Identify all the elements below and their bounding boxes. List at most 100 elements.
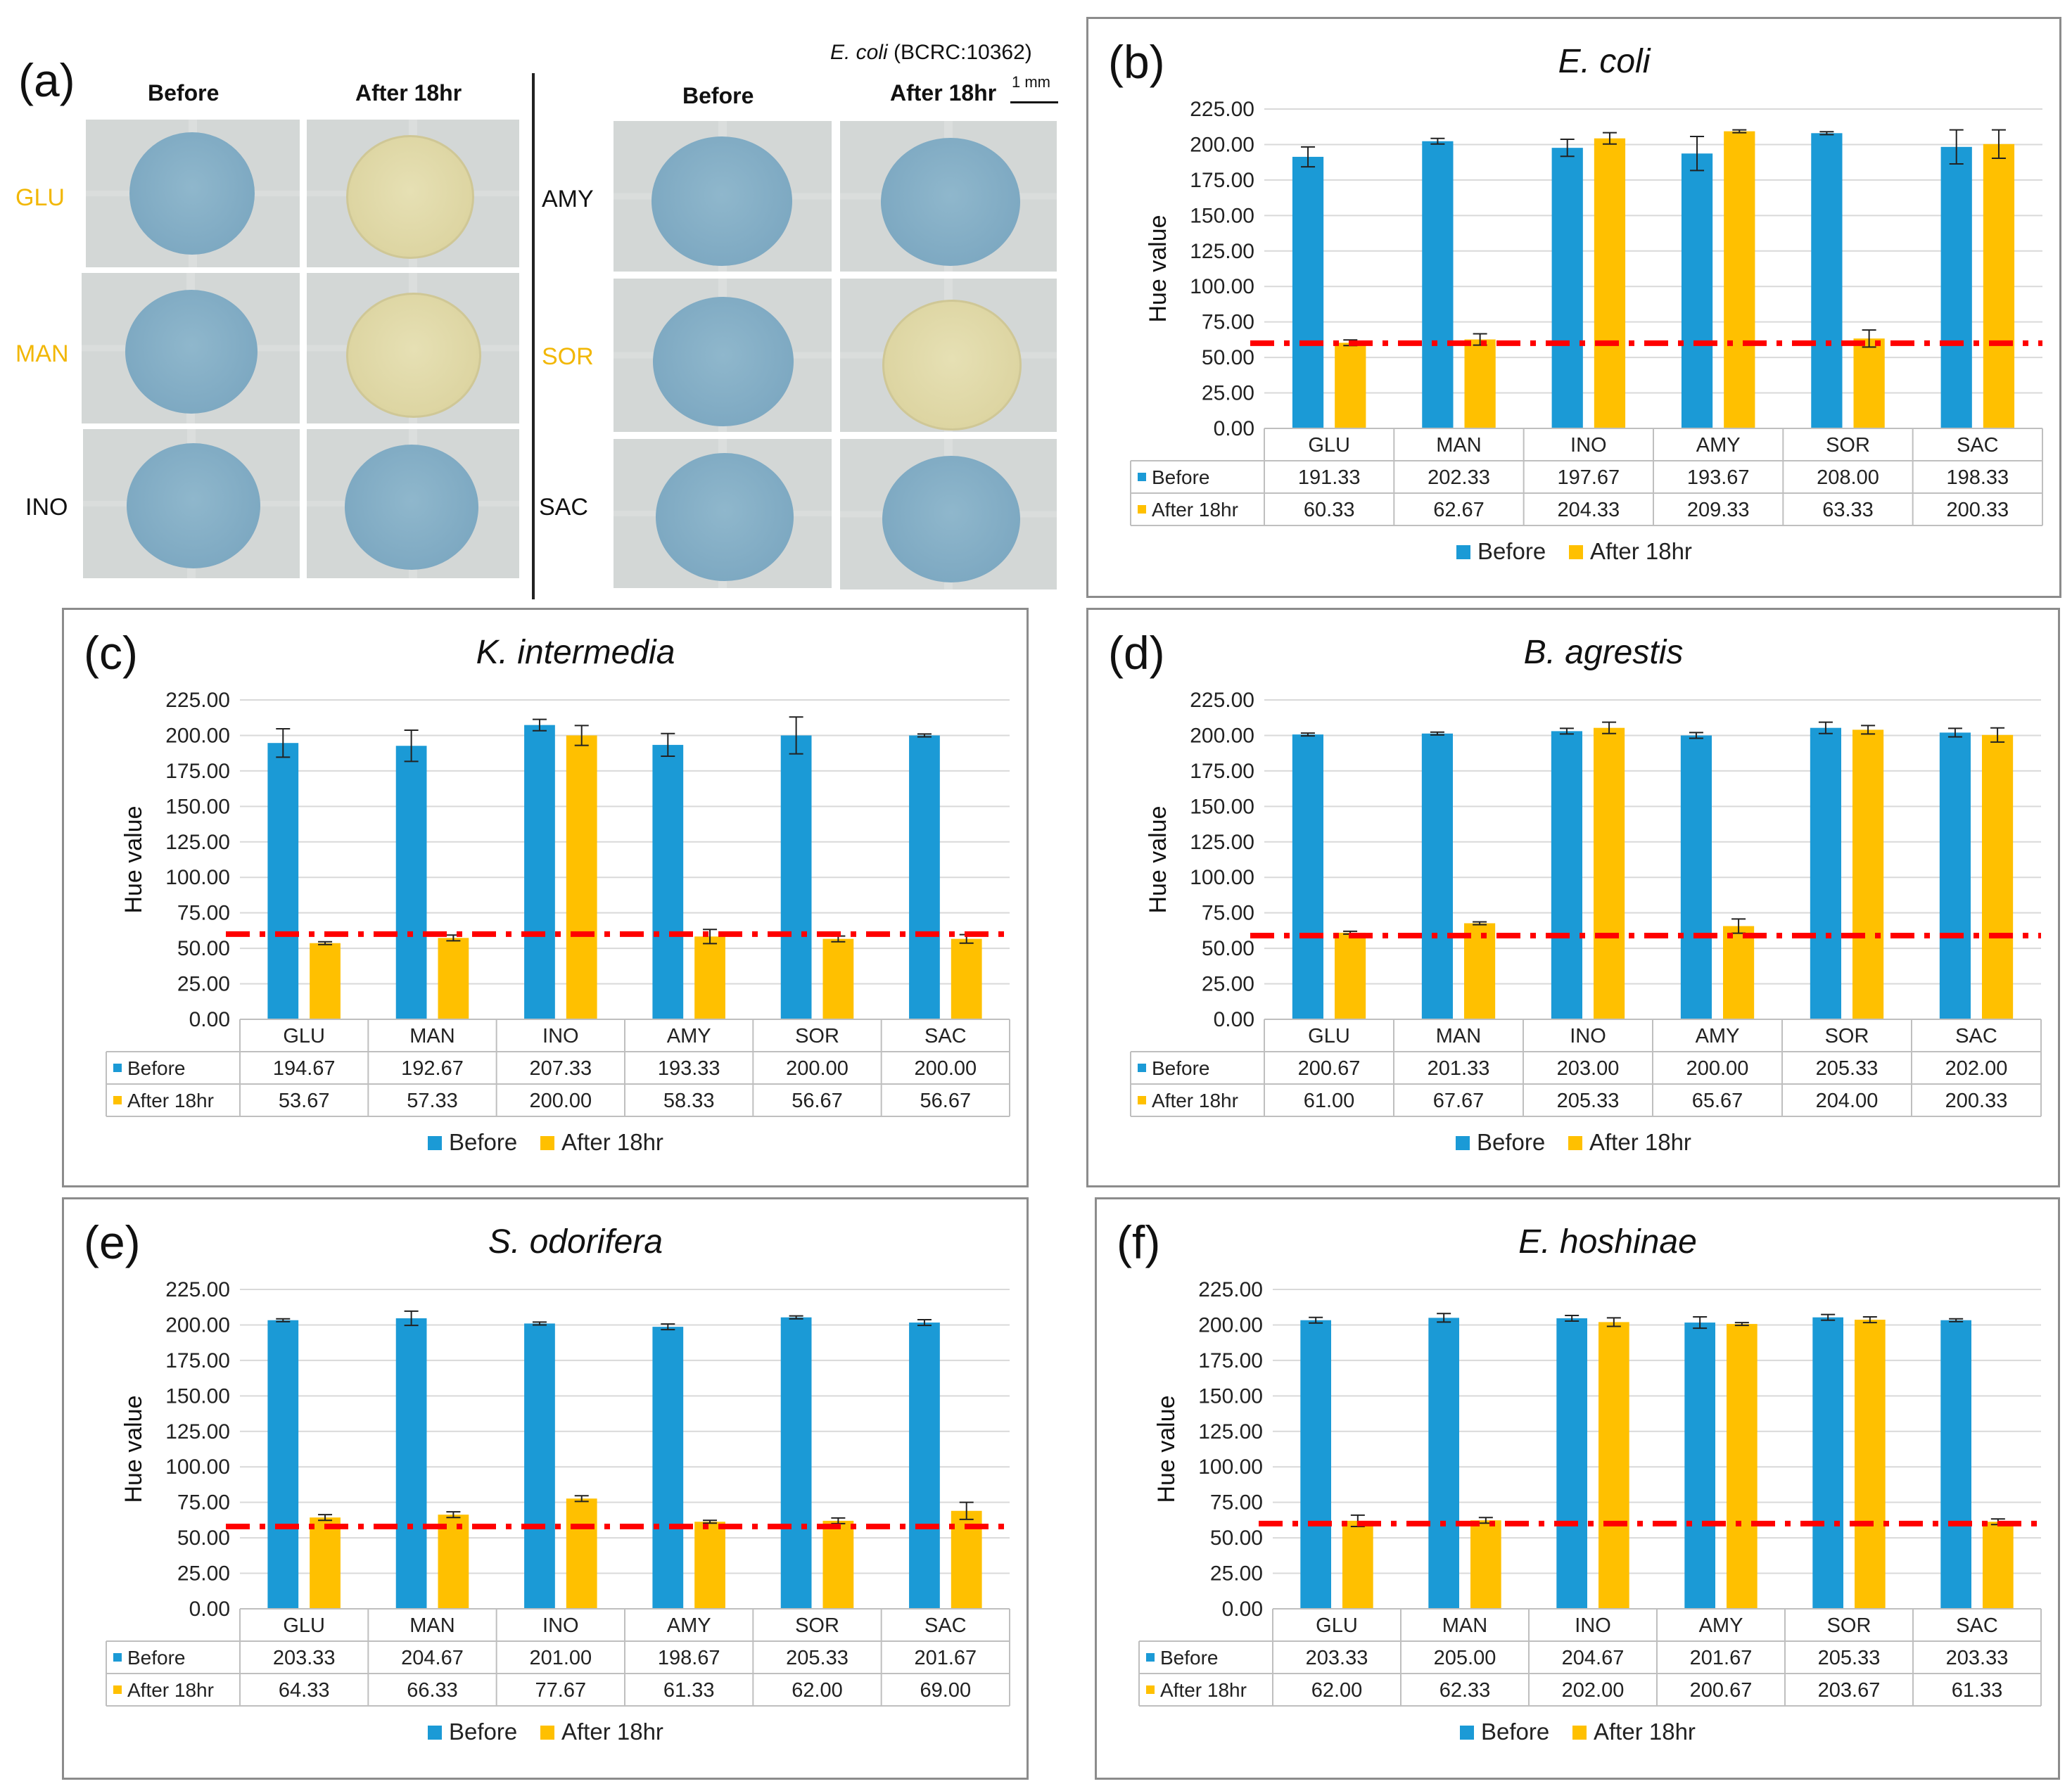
category-label: MAN: [409, 1614, 455, 1637]
tile-amy-after: [837, 118, 1060, 274]
category-label: AMY: [1696, 434, 1741, 457]
category-label: SOR: [795, 1025, 839, 1047]
category-label: SAC: [1955, 1025, 1997, 1047]
tile-sac-after: [837, 436, 1060, 592]
bar: [1982, 734, 2014, 1019]
panel-letter: (e): [84, 1216, 141, 1268]
y-tick-label: 125.00: [1198, 1420, 1263, 1443]
chart-title: E. hoshinae: [1518, 1223, 1697, 1261]
bar: [822, 1520, 854, 1609]
y-tick-label: 0.00: [189, 1008, 230, 1031]
panel-letter: (c): [84, 627, 138, 679]
category-label: INO: [542, 1025, 579, 1047]
bar: [566, 1498, 597, 1609]
data-cell: 200.00: [914, 1057, 977, 1080]
row-header: After 18hr: [1152, 1090, 1238, 1111]
data-cell: 200.67: [1298, 1057, 1361, 1080]
row-header: Before: [127, 1057, 186, 1079]
data-cell: 205.33: [1557, 1090, 1620, 1112]
data-cell: 63.33: [1822, 499, 1874, 521]
category-label: SAC: [924, 1025, 967, 1047]
bar: [267, 1320, 299, 1609]
category-label: GLU: [1308, 434, 1350, 457]
y-axis-label: Hue value: [1145, 215, 1171, 322]
bar: [1811, 133, 1843, 428]
data-cell: 201.00: [529, 1647, 592, 1669]
data-cell: 203.33: [273, 1647, 336, 1669]
bar: [909, 1322, 940, 1609]
y-axis-label: Hue value: [1145, 805, 1171, 913]
scale-bar: [1010, 101, 1058, 103]
legend-key: [1138, 505, 1146, 514]
y-tick-label: 150.00: [1198, 1384, 1263, 1408]
y-tick-label: 150.00: [1190, 204, 1254, 227]
tile-amy-before: [611, 118, 834, 274]
y-tick-label: 0.00: [1214, 1008, 1254, 1031]
bar: [395, 746, 427, 1019]
y-tick-label: 50.00: [1210, 1527, 1263, 1550]
row-label-sac: SAC: [539, 494, 588, 521]
y-tick-label: 0.00: [1214, 417, 1254, 440]
bar: [1335, 932, 1366, 1019]
data-cell: 205.33: [786, 1647, 848, 1669]
y-axis-label: Hue value: [1153, 1395, 1180, 1503]
bar: [1464, 339, 1496, 428]
y-tick-label: 125.00: [165, 1420, 230, 1443]
category-label: SOR: [1825, 1025, 1869, 1047]
row-header: Before: [127, 1647, 186, 1669]
bar: [438, 938, 469, 1019]
data-cell: 56.67: [920, 1090, 972, 1112]
category-label: GLU: [283, 1614, 325, 1637]
bar: [1812, 1317, 1843, 1609]
data-cell: 200.33: [1946, 499, 2009, 521]
panel-a-letter: (a): [18, 54, 75, 106]
row-label-sor: SOR: [542, 343, 594, 370]
legend-key: [113, 1685, 122, 1694]
data-cell: 69.00: [920, 1679, 972, 1702]
disk-amy-after: [881, 138, 1020, 266]
row-header: Before: [1152, 1057, 1210, 1079]
data-cell: 204.67: [401, 1647, 464, 1669]
legend-swatch: [1456, 1136, 1470, 1150]
y-tick-label: 200.00: [1198, 1313, 1263, 1337]
data-cell: 62.33: [1439, 1679, 1491, 1702]
bar: [951, 938, 982, 1019]
bar: [1300, 1320, 1331, 1609]
data-cell: 192.67: [401, 1057, 464, 1080]
bar: [395, 1318, 427, 1609]
data-cell: 65.67: [1692, 1090, 1743, 1112]
strain-code: (BCRC:10362): [887, 41, 1032, 64]
legend-key: [1138, 1096, 1146, 1104]
bar: [566, 735, 597, 1019]
bar: [1428, 1318, 1459, 1609]
category-label: MAN: [1436, 1025, 1481, 1047]
category-label: SAC: [1957, 434, 1999, 457]
row-header: After 18hr: [1152, 499, 1238, 521]
category-label: INO: [1570, 434, 1607, 457]
legend-label: After 18hr: [1590, 538, 1692, 564]
chart-b: (b) E. coli 0.00 25.00 50.00 75.00 100.00 125.0…: [1086, 17, 2061, 598]
y-tick-label: 200.00: [165, 724, 230, 747]
category-label: INO: [1570, 1025, 1606, 1047]
data-cell: 200.67: [1690, 1679, 1753, 1702]
data-cell: 202.33: [1428, 466, 1490, 489]
tile-glu-before: [83, 117, 303, 270]
y-tick-label: 200.00: [1190, 133, 1254, 156]
tile-ino-after: [304, 426, 522, 581]
data-cell: 56.67: [792, 1090, 843, 1112]
data-cell: 201.67: [1690, 1647, 1753, 1669]
category-label: GLU: [283, 1025, 325, 1047]
tile-man-after: [304, 270, 522, 426]
legend-label: Before: [1477, 538, 1546, 564]
bar: [1940, 1320, 1971, 1609]
chart-title: K. intermedia: [476, 634, 675, 671]
panel-letter: (f): [1117, 1216, 1160, 1268]
y-tick-label: 225.00: [1190, 98, 1254, 121]
bar: [1853, 338, 1885, 428]
category-label: SAC: [924, 1614, 967, 1637]
data-cell: 61.00: [1304, 1090, 1355, 1112]
bar: [1551, 148, 1583, 428]
y-tick-label: 225.00: [1198, 1278, 1263, 1301]
data-cell: 202.00: [1562, 1679, 1625, 1702]
bar: [310, 943, 341, 1019]
